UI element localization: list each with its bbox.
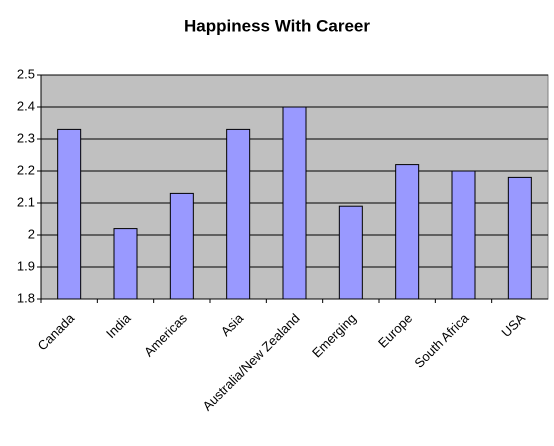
x-tick-label: USA	[498, 310, 528, 340]
bar	[169, 192, 194, 300]
y-tick-label: 2.2	[17, 162, 35, 177]
bar	[57, 128, 82, 300]
y-tick-label: 1.9	[17, 258, 35, 273]
x-tick-label: Asia	[218, 310, 247, 339]
y-tick-label: 1.8	[17, 290, 35, 305]
x-tick-label: Canada	[34, 310, 77, 353]
x-tick-label: Americas	[141, 310, 190, 359]
bar	[451, 170, 476, 300]
y-tick-label: 2	[28, 226, 35, 241]
bar	[395, 164, 420, 300]
x-tick-label: South Africa	[411, 310, 472, 371]
chart-title: Happiness With Career	[184, 16, 370, 35]
bar	[282, 106, 307, 300]
y-tick-label: 2.5	[17, 66, 35, 81]
x-tick-label: Emerging	[309, 311, 359, 361]
x-tick-label: Australia/New Zealand	[200, 311, 303, 414]
x-tick-label: Europe	[375, 311, 415, 351]
bar	[226, 128, 251, 300]
bar	[113, 228, 138, 300]
bar	[338, 205, 363, 300]
y-tick-label: 2.4	[17, 98, 35, 113]
y-tick-label: 2.1	[17, 194, 35, 209]
x-tick-label: India	[103, 310, 134, 341]
y-tick-label: 2.3	[17, 130, 35, 145]
bar	[507, 176, 532, 300]
